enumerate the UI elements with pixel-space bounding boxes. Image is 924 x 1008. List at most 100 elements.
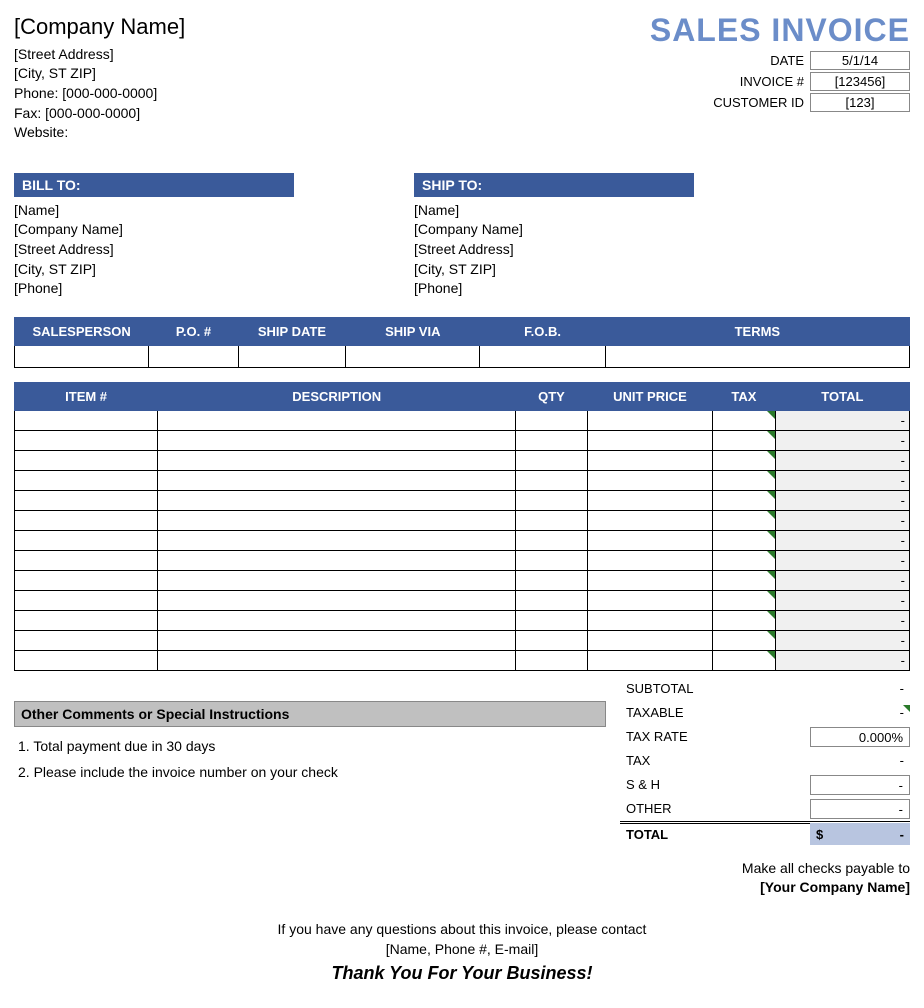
meta-date-value: 5/1/14 xyxy=(810,51,910,70)
item-row: - xyxy=(15,550,910,570)
item-cell-total: - xyxy=(775,450,909,470)
tax-row: TAX - xyxy=(620,749,910,773)
item-cell-qty xyxy=(516,510,588,530)
item-cell-total: - xyxy=(775,570,909,590)
ship-to-phone: [Phone] xyxy=(414,279,694,299)
item-cell-desc xyxy=(158,610,516,630)
item-cell-unitprice xyxy=(587,410,712,430)
bill-to-header: BILL TO: xyxy=(14,173,294,197)
item-cell-qty xyxy=(516,490,588,510)
th-unitprice: UNIT PRICE xyxy=(587,382,712,410)
item-row: - xyxy=(15,510,910,530)
taxable-row: TAXABLE - xyxy=(620,701,910,725)
comment-line-1: 1. Total payment due in 30 days xyxy=(18,733,602,760)
item-cell-unitprice xyxy=(587,550,712,570)
meta-invoice-value: [123456] xyxy=(810,72,910,91)
item-cell-unitprice xyxy=(587,510,712,530)
item-row: - xyxy=(15,490,910,510)
subtotal-value: - xyxy=(810,681,910,696)
th-qty: QTY xyxy=(516,382,588,410)
item-cell-total: - xyxy=(775,430,909,450)
item-cell-qty xyxy=(516,550,588,570)
ship-info-table: SALESPERSON P.O. # SHIP DATE SHIP VIA F.… xyxy=(14,317,910,368)
item-cell-itemno xyxy=(15,650,158,670)
comment-line-2: 2. Please include the invoice number on … xyxy=(18,759,602,786)
footer-line2: [Name, Phone #, E-mail] xyxy=(14,940,910,960)
sh-row: S & H - xyxy=(620,773,910,797)
item-row: - xyxy=(15,590,910,610)
item-cell-desc xyxy=(158,570,516,590)
taxable-value: - xyxy=(810,705,910,720)
other-row: OTHER - xyxy=(620,797,910,821)
footer: If you have any questions about this inv… xyxy=(14,920,910,986)
item-cell-tax xyxy=(713,530,776,550)
meta-invoice-row: INVOICE # [123456] xyxy=(650,72,910,91)
company-website: Website: xyxy=(14,123,185,143)
item-cell-itemno xyxy=(15,450,158,470)
bottom-area: Other Comments or Special Instructions 1… xyxy=(14,677,910,898)
item-cell-unitprice xyxy=(587,610,712,630)
td-fob xyxy=(480,345,605,367)
bill-to-company: [Company Name] xyxy=(14,220,294,240)
item-cell-total: - xyxy=(775,650,909,670)
th-salesperson: SALESPERSON xyxy=(15,317,149,345)
bill-to-phone: [Phone] xyxy=(14,279,294,299)
item-cell-total: - xyxy=(775,610,909,630)
grand-total-amount: - xyxy=(900,827,904,842)
item-cell-desc xyxy=(158,510,516,530)
meta-customer-label: CUSTOMER ID xyxy=(713,95,804,110)
item-cell-itemno xyxy=(15,490,158,510)
item-row: - xyxy=(15,430,910,450)
meta-invoice-label: INVOICE # xyxy=(740,74,804,89)
grand-total-row: TOTAL $ - xyxy=(620,821,910,845)
company-info: [Company Name] [Street Address] [City, S… xyxy=(14,12,185,143)
item-cell-unitprice xyxy=(587,650,712,670)
td-shipdate xyxy=(238,345,345,367)
taxrate-value: 0.000% xyxy=(810,727,910,747)
item-cell-unitprice xyxy=(587,490,712,510)
company-street: [Street Address] xyxy=(14,45,185,65)
sh-value: - xyxy=(810,775,910,795)
item-cell-unitprice xyxy=(587,450,712,470)
bill-to-name: [Name] xyxy=(14,201,294,221)
item-cell-total: - xyxy=(775,550,909,570)
item-cell-qty xyxy=(516,590,588,610)
item-cell-itemno xyxy=(15,410,158,430)
th-po: P.O. # xyxy=(149,317,239,345)
footer-line1: If you have any questions about this inv… xyxy=(14,920,910,940)
item-cell-unitprice xyxy=(587,530,712,550)
th-fob: F.O.B. xyxy=(480,317,605,345)
item-cell-desc xyxy=(158,550,516,570)
items-header-row: ITEM # DESCRIPTION QTY UNIT PRICE TAX TO… xyxy=(15,382,910,410)
ship-to-name: [Name] xyxy=(414,201,694,221)
ship-info-header-row: SALESPERSON P.O. # SHIP DATE SHIP VIA F.… xyxy=(15,317,910,345)
item-cell-qty xyxy=(516,610,588,630)
th-terms: TERMS xyxy=(605,317,909,345)
comments-header: Other Comments or Special Instructions xyxy=(14,701,606,727)
ship-to-city: [City, ST ZIP] xyxy=(414,260,694,280)
item-row: - xyxy=(15,570,910,590)
th-item: ITEM # xyxy=(15,382,158,410)
item-cell-tax xyxy=(713,450,776,470)
taxrate-row: TAX RATE 0.000% xyxy=(620,725,910,749)
company-city: [City, ST ZIP] xyxy=(14,64,185,84)
item-cell-qty xyxy=(516,650,588,670)
item-row: - xyxy=(15,630,910,650)
item-cell-qty xyxy=(516,430,588,450)
item-cell-tax xyxy=(713,470,776,490)
subtotal-row: SUBTOTAL - xyxy=(620,677,910,701)
grand-total-value: $ - xyxy=(810,823,910,845)
item-cell-tax xyxy=(713,610,776,630)
td-salesperson xyxy=(15,345,149,367)
th-description: DESCRIPTION xyxy=(158,382,516,410)
item-row: - xyxy=(15,610,910,630)
addresses: BILL TO: [Name] [Company Name] [Street A… xyxy=(14,173,910,299)
item-cell-desc xyxy=(158,650,516,670)
tax-value: - xyxy=(810,753,910,768)
item-cell-qty xyxy=(516,630,588,650)
item-cell-itemno xyxy=(15,590,158,610)
item-cell-itemno xyxy=(15,570,158,590)
payable-block: Make all checks payable to [Your Company… xyxy=(620,859,910,898)
item-cell-tax xyxy=(713,650,776,670)
item-cell-tax xyxy=(713,430,776,450)
